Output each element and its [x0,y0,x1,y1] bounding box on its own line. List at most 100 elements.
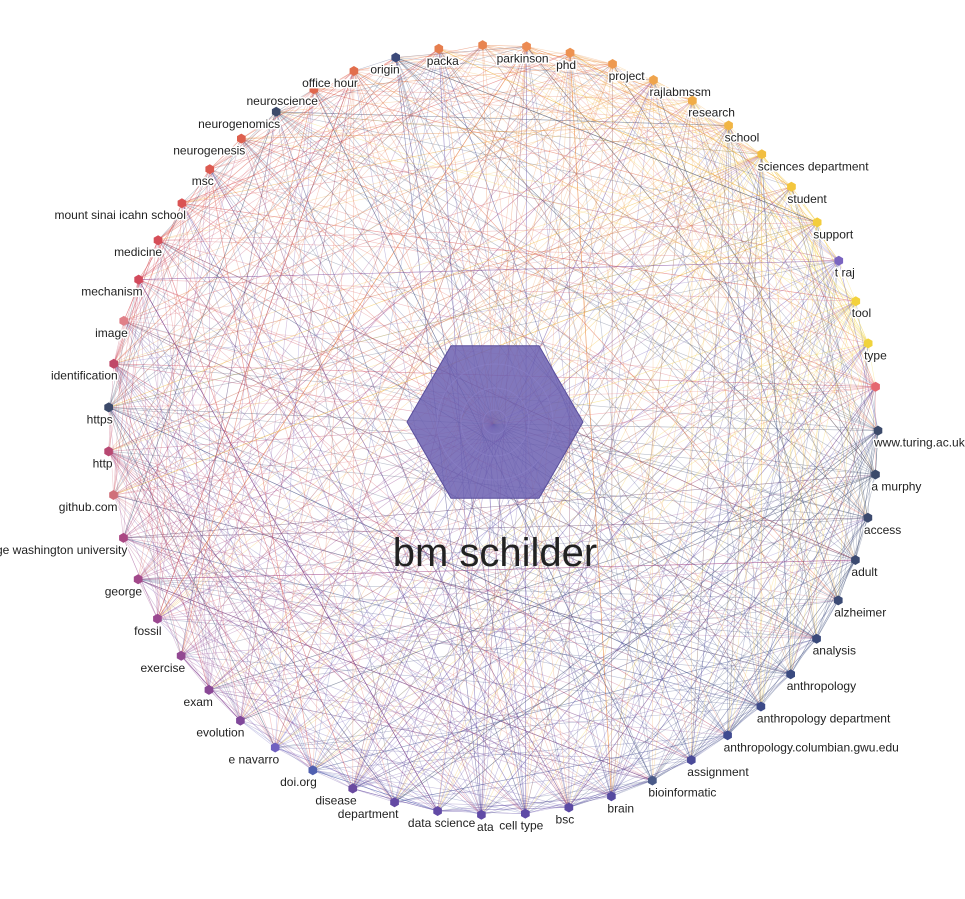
edge [568,734,728,808]
node-label: phd [556,58,576,72]
graph-node: github.com [57,490,119,516]
edge [727,559,856,736]
edge [838,260,857,302]
edge [137,100,693,580]
node-label: identification [51,369,118,383]
edge [108,451,761,707]
graph-node: anthropology.columbian.gwu.edu [722,730,900,756]
edge [276,111,818,223]
edge [113,169,211,364]
edge [526,46,876,475]
edge [275,111,482,815]
node-marker [271,106,281,117]
edge [611,260,840,797]
edge [352,673,791,789]
edge [611,125,729,797]
node-label: mount sinai icahn school [54,208,185,222]
edge [208,169,211,690]
edge [241,138,876,387]
edge [526,46,762,155]
edge [123,537,482,816]
edge [123,537,692,761]
edge [352,788,395,803]
edge [208,52,571,691]
edge [138,169,211,280]
graph-node: neurogenesis [172,133,247,159]
node-label: doi.org [280,775,317,789]
edge [108,451,482,816]
edge [816,430,879,639]
edge [653,79,869,344]
edge [652,706,762,781]
edge [352,186,792,789]
edge [728,125,869,344]
edge [394,430,879,803]
edge [180,79,654,656]
edge [157,240,241,721]
edge [395,57,876,387]
edge [113,363,728,736]
edge [241,138,869,519]
edge [312,769,353,789]
edge [108,407,762,707]
edge [240,70,355,721]
edge [123,537,653,781]
node-label: assignment [687,765,749,779]
edge [157,618,791,675]
edge [611,430,879,797]
graph-node: tool [850,296,873,322]
graph-node: student [786,181,829,207]
edge [569,52,791,675]
graph-node: brain [606,791,636,817]
edge [353,44,483,72]
edge [181,57,396,204]
edge [353,70,839,601]
node-marker [871,469,880,480]
edge [525,100,693,814]
edge [123,474,876,539]
edge [157,239,879,431]
edge [108,44,483,408]
edge [438,48,729,126]
edge [113,79,654,365]
edge [312,386,876,771]
edge [108,407,762,707]
edge [274,70,355,748]
edge [108,44,483,452]
edge [181,63,613,204]
edge [816,600,839,639]
graph-node: packa [425,43,461,69]
edge [108,407,241,721]
edge [123,111,277,538]
edge [108,407,570,808]
center-node-label: bm schilder [393,531,598,575]
edge [181,202,869,344]
edge [526,46,693,101]
edge [138,279,438,812]
edge [653,79,839,261]
edge [652,474,876,781]
graph-node: bsc [554,802,576,828]
edge [611,64,613,797]
edge [137,46,527,580]
edge [123,79,654,539]
edge [691,600,839,761]
edge [137,44,483,580]
edge [612,63,876,475]
edge [113,363,182,656]
edge [438,48,654,81]
edge [313,88,818,223]
edge [395,57,654,81]
edge [482,44,869,344]
edge [652,386,876,781]
node-marker [134,274,143,285]
node-label: cell type [499,819,543,833]
edge [352,559,856,789]
edge [525,260,840,814]
graph-node: anthropology [785,669,858,695]
node-marker [309,84,319,95]
edge [138,44,483,280]
edge [113,279,139,496]
edge [312,343,869,771]
